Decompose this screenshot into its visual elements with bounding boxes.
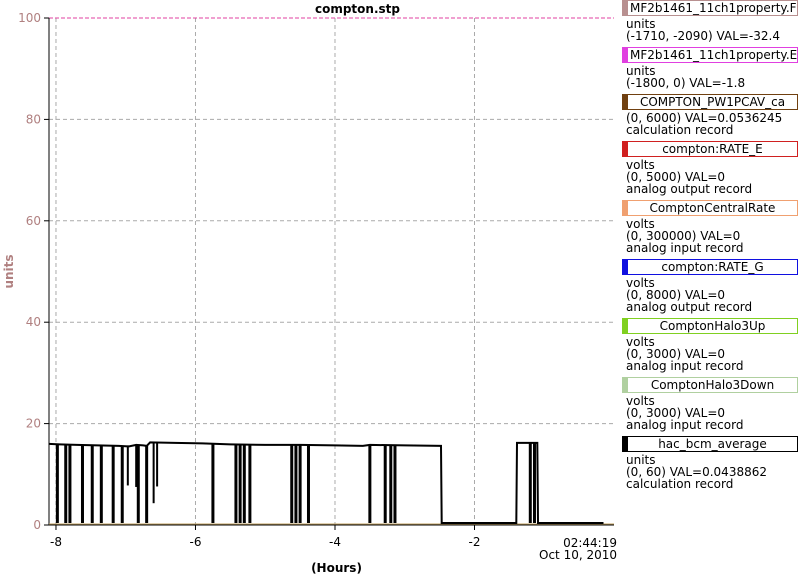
legend-info-line: volts [626,335,655,349]
legend-info-line: (0, 5000) VAL=0 [626,170,726,184]
y-axis-label: units [2,254,16,288]
x-tick-label: -6 [189,535,201,549]
legend-info-line: calculation record [626,123,734,137]
legend-name-box[interactable]: compton:RATE_G [622,259,798,275]
legend-info-line: volts [626,276,655,290]
legend-info-line: units [626,64,656,78]
legend-name-box[interactable]: MF2b1461_11ch1property.E [622,47,798,63]
y-tick-label: 80 [26,112,41,126]
legend-name-box[interactable]: ComptonCentralRate [622,200,798,216]
legend-info-line: volts [626,158,655,172]
legend-info-line: volts [626,217,655,231]
legend-info-line: (-1800, 0) VAL=-1.8 [626,76,746,90]
legend-info-line: (-1710, -2090) VAL=-32.4 [626,29,780,43]
legend-info-line: units [626,17,656,31]
legend-info-line: analog input record [626,418,744,432]
legend-info-line: analog output record [626,300,753,314]
legend-name-box[interactable]: ComptonHalo3Up [622,318,798,334]
y-tick-label: 20 [26,417,41,431]
legend-info-line: units [626,453,656,467]
y-tick-label: 0 [33,518,41,532]
y-tick-label: 40 [26,315,41,329]
legend-info-line: (0, 3000) VAL=0 [626,406,726,420]
x-tick-label: -2 [469,535,481,549]
plot-background [49,18,614,525]
chart-area: 0 20 40 60 80 100 -8 -6 -4 -2 compton.stp units (Hou… [2,2,617,575]
legend-name-box[interactable]: MF2b1461_11ch1property.F [622,0,798,16]
legend-name-box[interactable]: COMPTON_PW1PCAV_ca [622,94,798,110]
x-tick-label: -8 [50,535,62,549]
legend-info-line: (0, 8000) VAL=0 [626,288,726,302]
legend-info-line: analog output record [626,182,753,196]
legend-name-box[interactable]: compton:RATE_E [622,141,798,157]
legend-info-line: (0, 60) VAL=0.0438862 [626,465,767,479]
legend-name-box[interactable]: ComptonHalo3Down [622,377,798,393]
x-end-time: 02:44:19 [563,536,617,550]
legend-info-line: (0, 3000) VAL=0 [626,347,726,361]
chart-title: compton.stp [315,2,400,16]
x-tick-label: -4 [329,535,341,549]
legend-name-box[interactable]: hac_bcm_average [622,436,798,452]
legend-info-line: calculation record [626,477,734,491]
x-end-date: Oct 10, 2010 [539,548,617,562]
legend-info-line: analog input record [626,241,744,255]
legend-info-line: analog input record [626,359,744,373]
y-tick-label: 100 [18,11,41,25]
x-axis-label: (Hours) [311,561,362,575]
legend-info-line: volts [626,394,655,408]
legend-info-line: (0, 300000) VAL=0 [626,229,741,243]
legend-info-line: (0, 6000) VAL=0.0536245 [626,111,783,125]
y-tick-label: 60 [26,214,41,228]
series-line-hac_bcm_average [48,441,604,524]
